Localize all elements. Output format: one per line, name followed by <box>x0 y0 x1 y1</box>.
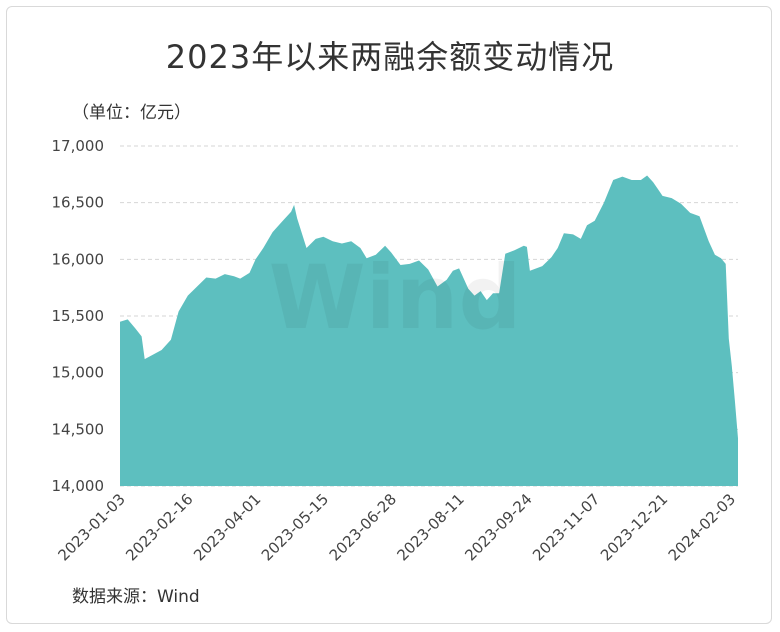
y-tick-label: 15,000 <box>52 364 105 382</box>
y-tick-label: 16,500 <box>52 194 105 212</box>
series-area <box>120 175 738 486</box>
y-tick-label: 15,500 <box>52 307 105 325</box>
x-tick-label: 2023-05-15 <box>258 490 332 564</box>
x-tick-label: 2023-11-07 <box>529 490 603 564</box>
x-axis: 2023-01-032023-02-162023-04-012023-05-15… <box>54 490 739 564</box>
x-tick-label: 2023-12-21 <box>597 490 671 564</box>
x-tick-label: 2023-01-03 <box>54 490 128 564</box>
y-axis: 14,000 14,500 15,000 15,500 16,000 16,500 17,0… <box>52 137 105 495</box>
x-tick-label: 2023-02-16 <box>122 490 196 564</box>
source-note: 数据来源：Wind <box>72 587 200 607</box>
chart-title: 2023年以来两融余额变动情况 <box>165 38 615 76</box>
x-tick-label: 2024-02-03 <box>665 490 739 564</box>
x-tick-label: 2023-08-11 <box>394 490 468 564</box>
x-tick-label: 2023-09-24 <box>461 490 535 564</box>
watermark: Wind <box>269 246 522 349</box>
x-tick-label: 2023-06-28 <box>326 490 400 564</box>
y-tick-label: 14,500 <box>52 420 105 438</box>
x-tick-label: 2023-04-01 <box>190 490 264 564</box>
area-layer <box>120 175 738 486</box>
y-tick-label: 16,000 <box>52 250 105 268</box>
y-tick-label: 14,000 <box>52 477 105 495</box>
y-tick-label: 17,000 <box>52 137 105 155</box>
unit-label: （单位：亿元） <box>72 103 191 123</box>
